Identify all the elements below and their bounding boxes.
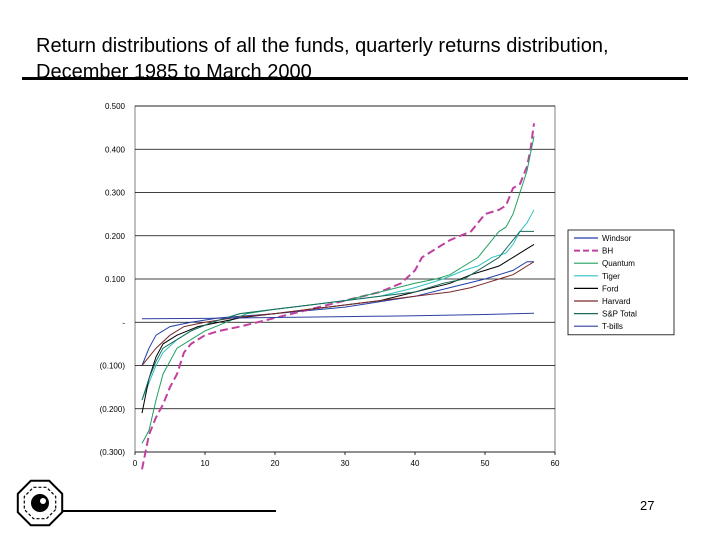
legend-label: T-bills [602, 322, 623, 331]
y-tick-label: 0.500 [105, 102, 126, 111]
legend-label: Tiger [602, 272, 620, 281]
y-tick-label: (0.300) [100, 448, 126, 457]
y-tick-label: (0.100) [100, 362, 126, 371]
page-number: 27 [640, 498, 655, 513]
legend-label: Quantum [602, 259, 635, 268]
company-logo [16, 479, 64, 527]
series-line-quantum [141, 136, 535, 444]
y-tick-label: 0.200 [105, 232, 126, 241]
legend-label: Harvard [602, 297, 630, 306]
title-divider [22, 77, 688, 80]
series-line-harvard [141, 261, 535, 366]
legend-label: Ford [602, 284, 618, 293]
legend-label: Windsor [602, 234, 632, 243]
x-tick-label: 0 [133, 459, 138, 468]
logo-center [31, 494, 49, 512]
footer-divider [62, 510, 276, 512]
series-line-t-bills [141, 312, 535, 320]
x-tick-label: 60 [551, 459, 560, 468]
y-tick-label: 0.400 [105, 145, 126, 154]
series-line-bh [141, 123, 535, 470]
series-line-s-p-total [141, 230, 534, 401]
logo-inner-ring [23, 486, 57, 520]
logo-center-mark [40, 498, 46, 504]
x-tick-label: 10 [201, 459, 210, 468]
legend-label: S&P Total [602, 310, 637, 319]
legend-box [567, 229, 675, 336]
legend-label: BH [602, 247, 613, 256]
x-tick-label: 20 [271, 459, 280, 468]
x-tick-label: 30 [341, 459, 350, 468]
y-tick-label: 0.100 [105, 275, 126, 284]
x-tick-label: 40 [411, 459, 420, 468]
x-tick-label: 50 [481, 459, 490, 468]
y-tick-label: - [122, 318, 125, 327]
series-line-windsor [141, 261, 534, 366]
y-tick-label: 0.300 [105, 189, 126, 198]
y-tick-label: (0.200) [100, 405, 126, 414]
